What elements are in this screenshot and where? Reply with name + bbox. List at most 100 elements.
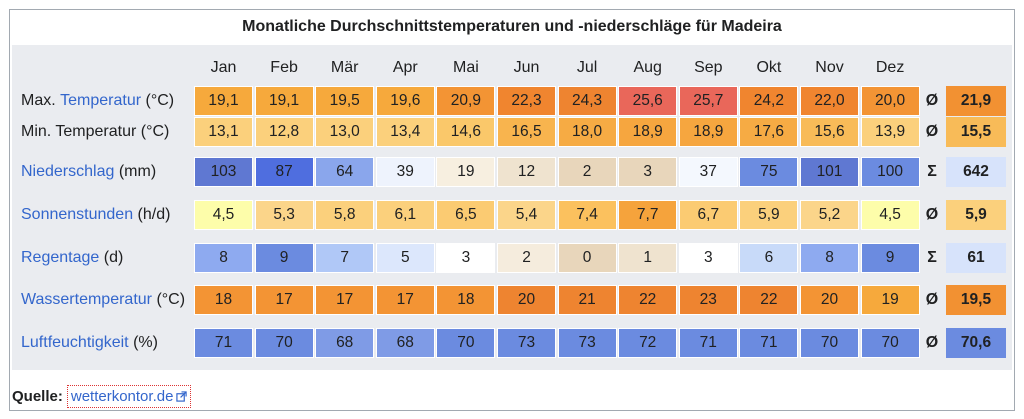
row-label-link[interactable]: Niederschlag xyxy=(21,163,115,180)
data-cell: 18,9 xyxy=(678,117,738,147)
row-label: Min. Temperatur (°C) xyxy=(21,117,169,147)
data-cell: 20 xyxy=(800,285,859,315)
summary-symbol: Ø xyxy=(925,206,939,223)
row-label-link[interactable]: Sonnenstunden xyxy=(21,206,134,223)
data-cell: 22 xyxy=(618,285,678,315)
data-cell: 8 xyxy=(194,243,253,273)
source-link-text: wetterkontor.de xyxy=(70,387,174,405)
row-label-link[interactable]: Wassertemperatur xyxy=(21,291,152,308)
data-cell: 101 xyxy=(800,157,859,187)
data-cell: 19,6 xyxy=(375,86,435,116)
month-header: Nov xyxy=(815,59,844,76)
row-label-link[interactable]: Luftfeuchtigkeit xyxy=(21,334,129,351)
data-cell: 4,5 xyxy=(194,200,253,230)
row-label-link[interactable]: Temperatur xyxy=(60,92,142,109)
table-title: Monatliche Durchschnittstemperaturen und… xyxy=(242,18,782,35)
data-cell: 70 xyxy=(860,328,920,358)
data-cell: 22,0 xyxy=(800,86,859,116)
data-cell: 20,0 xyxy=(860,86,920,116)
data-cell: 103 xyxy=(194,157,253,187)
summary-value: 15,5 xyxy=(946,117,1006,147)
data-cell: 17,6 xyxy=(739,117,799,147)
data-cell: 19,1 xyxy=(254,86,314,116)
summary-value: 61 xyxy=(946,243,1006,273)
data-cell: 14,6 xyxy=(436,117,496,147)
data-cell: 24,3 xyxy=(557,86,617,116)
data-cell: 24,2 xyxy=(739,86,799,116)
source-link[interactable]: wetterkontor.de xyxy=(66,384,192,408)
data-cell: 7,4 xyxy=(557,200,617,230)
data-cell: 72 xyxy=(618,328,678,358)
data-cell: 39 xyxy=(375,157,435,187)
data-cell: 6,7 xyxy=(678,200,738,230)
data-cell: 18,9 xyxy=(618,117,678,147)
summary-symbol: Σ xyxy=(927,249,937,266)
month-header: Feb xyxy=(270,59,298,76)
row-label-prefix: Max. xyxy=(21,92,61,109)
row-label-unit: (d) xyxy=(99,249,124,266)
month-header: Mai xyxy=(453,59,479,76)
row-label: Niederschlag (mm) xyxy=(21,157,156,187)
month-header: Apr xyxy=(392,59,418,76)
data-cell: 17 xyxy=(254,285,314,315)
data-cell: 12 xyxy=(497,157,556,187)
data-cell: 18 xyxy=(194,285,253,315)
data-cell: 20 xyxy=(497,285,556,315)
data-cell: 9 xyxy=(860,243,920,273)
row-label-link[interactable]: Regentage xyxy=(21,249,100,266)
data-cell: 100 xyxy=(860,157,920,187)
row-label-unit: (mm) xyxy=(114,163,157,180)
data-cell: 13,1 xyxy=(194,117,253,147)
month-header: Dez xyxy=(875,59,905,76)
data-cell: 7 xyxy=(315,243,375,273)
data-cell: 15,6 xyxy=(800,117,859,147)
data-cell: 70 xyxy=(800,328,859,358)
data-cell: 18 xyxy=(436,285,496,315)
summary-value: 21,9 xyxy=(946,86,1006,116)
data-cell: 16,5 xyxy=(497,117,556,147)
data-cell: 1 xyxy=(618,243,678,273)
summary-symbol: Ø xyxy=(925,291,939,308)
data-cell: 17 xyxy=(315,285,375,315)
month-header: Sep xyxy=(694,59,723,76)
data-cell: 12,8 xyxy=(254,117,314,147)
data-cell: 2 xyxy=(557,157,617,187)
data-cell: 9 xyxy=(254,243,314,273)
data-cell: 68 xyxy=(375,328,435,358)
data-cell: 6 xyxy=(739,243,799,273)
data-cell: 6,5 xyxy=(436,200,496,230)
summary-symbol: Ø xyxy=(925,334,939,351)
data-cell: 3 xyxy=(618,157,678,187)
summary-symbol: Σ xyxy=(927,163,937,180)
data-cell: 3 xyxy=(678,243,738,273)
data-cell: 3 xyxy=(436,243,496,273)
data-cell: 2 xyxy=(497,243,556,273)
data-cell: 5,3 xyxy=(254,200,314,230)
data-cell: 0 xyxy=(557,243,617,273)
row-label: Sonnenstunden (h/d) xyxy=(21,200,170,230)
external-link-icon xyxy=(176,390,188,402)
row-label-unit: (%) xyxy=(128,334,158,351)
data-cell: 25,7 xyxy=(678,86,738,116)
data-cell: 21 xyxy=(557,285,617,315)
row-label: Regentage (d) xyxy=(21,243,123,273)
data-cell: 5,8 xyxy=(315,200,375,230)
data-cell: 19,5 xyxy=(315,86,375,116)
month-header: Jul xyxy=(576,59,598,76)
data-cell: 13,9 xyxy=(860,117,920,147)
data-cell: 19 xyxy=(436,157,496,187)
data-cell: 5 xyxy=(375,243,435,273)
data-cell: 20,9 xyxy=(436,86,496,116)
data-cell: 5,2 xyxy=(800,200,859,230)
data-cell: 5,9 xyxy=(739,200,799,230)
row-label: Wassertemperatur (°C) xyxy=(21,285,185,315)
month-header: Aug xyxy=(633,59,662,76)
data-cell: 70 xyxy=(436,328,496,358)
data-cell: 70 xyxy=(254,328,314,358)
summary-value: 19,5 xyxy=(946,285,1006,315)
summary-value: 642 xyxy=(946,157,1006,187)
summary-value: 5,9 xyxy=(946,200,1006,230)
data-cell: 71 xyxy=(739,328,799,358)
month-header: Jan xyxy=(210,59,237,76)
data-cell: 19,1 xyxy=(194,86,253,116)
